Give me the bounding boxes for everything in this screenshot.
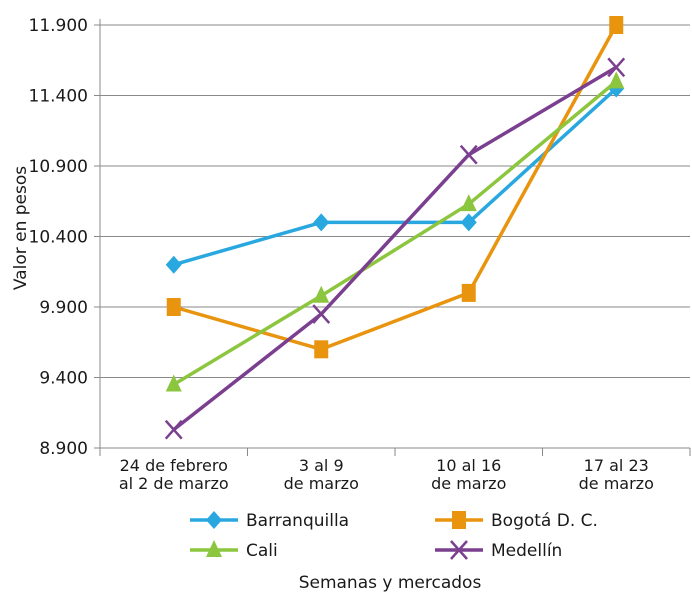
axes bbox=[94, 19, 691, 456]
y-tick-label: 10.900 bbox=[29, 157, 88, 177]
y-tick-label: 8.900 bbox=[39, 439, 88, 459]
legend-label: Bogotá D. C. bbox=[491, 511, 598, 531]
series-4 bbox=[164, 57, 626, 440]
series-group bbox=[164, 16, 626, 440]
series-1-point bbox=[165, 255, 182, 274]
legend-item: Medellín bbox=[435, 540, 562, 561]
x-tick-label: 10 al 16 de marzo bbox=[431, 456, 506, 493]
series-3-point bbox=[313, 285, 330, 303]
y-tick-label: 11.900 bbox=[29, 16, 88, 36]
legend-item: Barranquilla bbox=[190, 511, 349, 531]
x-tick-label: 24 de febrero al 2 de marzo bbox=[119, 456, 229, 493]
series-2-point bbox=[166, 298, 181, 316]
series-2-point bbox=[609, 16, 624, 34]
legend-label: Medellín bbox=[491, 541, 562, 561]
series-3 bbox=[165, 71, 625, 392]
series-2-point bbox=[314, 340, 329, 359]
series-3-point bbox=[608, 71, 625, 89]
series-4-point bbox=[164, 419, 183, 440]
series-2 bbox=[166, 16, 624, 359]
series-4-point bbox=[459, 144, 478, 165]
series-2-line bbox=[173, 24, 618, 352]
series-3-point bbox=[165, 374, 182, 392]
y-axis-title: Valor en pesos bbox=[11, 166, 31, 290]
y-tick-labels: 8.900 9.400 9.900 10.400 10.900 11.400 11.900 bbox=[29, 16, 88, 459]
series-1 bbox=[165, 79, 625, 274]
y-tick-label: 10.400 bbox=[29, 228, 88, 248]
series-1-line bbox=[173, 87, 618, 267]
legend-item: Cali bbox=[190, 540, 278, 561]
legend-marker bbox=[452, 511, 466, 529]
legend: Barranquilla Bogotá D. C. Cali Medellín bbox=[190, 511, 598, 561]
legend-marker bbox=[450, 540, 468, 560]
series-2-point bbox=[461, 283, 476, 302]
series-3-point bbox=[460, 194, 477, 212]
y-tick-label: 9.400 bbox=[39, 369, 88, 389]
y-tick-label: 9.900 bbox=[39, 298, 88, 318]
x-tick-labels: 24 de febrero al 2 de marzo 3 al 9 de marzo… bbox=[119, 456, 654, 493]
legend-label: Barranquilla bbox=[246, 511, 349, 531]
legend-item: Bogotá D. C. bbox=[435, 511, 598, 531]
series-4-point bbox=[312, 304, 331, 324]
legend-label: Cali bbox=[246, 541, 278, 561]
x-tick-label: 3 al 9 de marzo bbox=[284, 456, 359, 493]
series-1-point bbox=[460, 213, 477, 232]
series-4-line bbox=[172, 65, 618, 432]
legend-marker bbox=[206, 511, 222, 529]
series-4-point bbox=[607, 57, 626, 78]
series-3-line bbox=[172, 80, 618, 387]
y-tick-label: 11.400 bbox=[29, 87, 88, 107]
x-axis-title: Semanas y mercados bbox=[299, 573, 482, 593]
legend-marker bbox=[206, 540, 222, 557]
x-tick-label: 17 al 23 de marzo bbox=[579, 456, 654, 493]
series-1-point bbox=[313, 213, 330, 232]
